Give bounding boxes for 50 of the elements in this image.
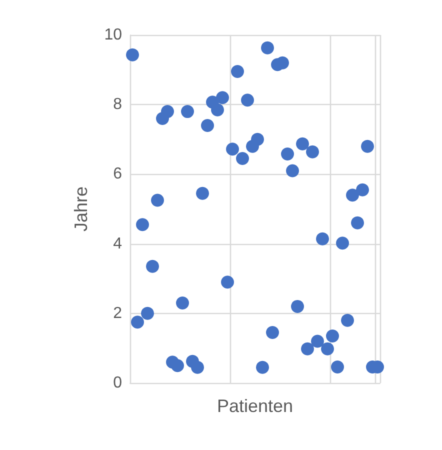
point xyxy=(321,342,334,356)
point xyxy=(336,236,349,250)
point xyxy=(176,296,189,310)
y-tick-label: 2 xyxy=(113,304,122,322)
point xyxy=(221,276,234,289)
point xyxy=(256,360,269,374)
y-tick-label: 4 xyxy=(113,235,122,252)
point xyxy=(306,145,319,158)
point xyxy=(211,103,224,116)
point xyxy=(216,91,229,104)
point xyxy=(161,105,174,118)
point xyxy=(196,186,209,200)
point xyxy=(266,326,279,340)
point xyxy=(181,105,194,118)
point xyxy=(241,94,254,107)
point xyxy=(361,140,374,153)
point xyxy=(276,56,289,70)
point xyxy=(151,194,164,207)
point xyxy=(146,260,159,273)
point xyxy=(171,359,184,372)
y-axis-title: Jahre xyxy=(71,186,91,232)
point xyxy=(326,330,339,343)
point xyxy=(346,188,359,202)
point xyxy=(311,334,324,348)
y-tick-label: 6 xyxy=(113,166,122,183)
point xyxy=(251,132,264,146)
point xyxy=(351,216,364,230)
point xyxy=(356,183,369,196)
x-axis-title: Patienten xyxy=(216,396,294,416)
point xyxy=(291,300,304,313)
point xyxy=(261,41,274,54)
point xyxy=(316,232,329,246)
point xyxy=(226,142,239,156)
point xyxy=(236,152,249,166)
point xyxy=(231,65,244,78)
point xyxy=(141,306,154,320)
point xyxy=(191,360,204,374)
point xyxy=(136,218,149,232)
point xyxy=(131,316,144,329)
point xyxy=(201,118,214,132)
y-tick-label: 8 xyxy=(113,96,122,114)
point xyxy=(331,360,344,374)
y-tick-label: 0 xyxy=(113,374,122,392)
point xyxy=(126,48,139,62)
point xyxy=(341,314,354,327)
point xyxy=(286,164,299,178)
point xyxy=(296,137,309,150)
y-tick-label: 10 xyxy=(104,26,122,44)
point xyxy=(281,148,294,161)
point xyxy=(301,342,314,356)
